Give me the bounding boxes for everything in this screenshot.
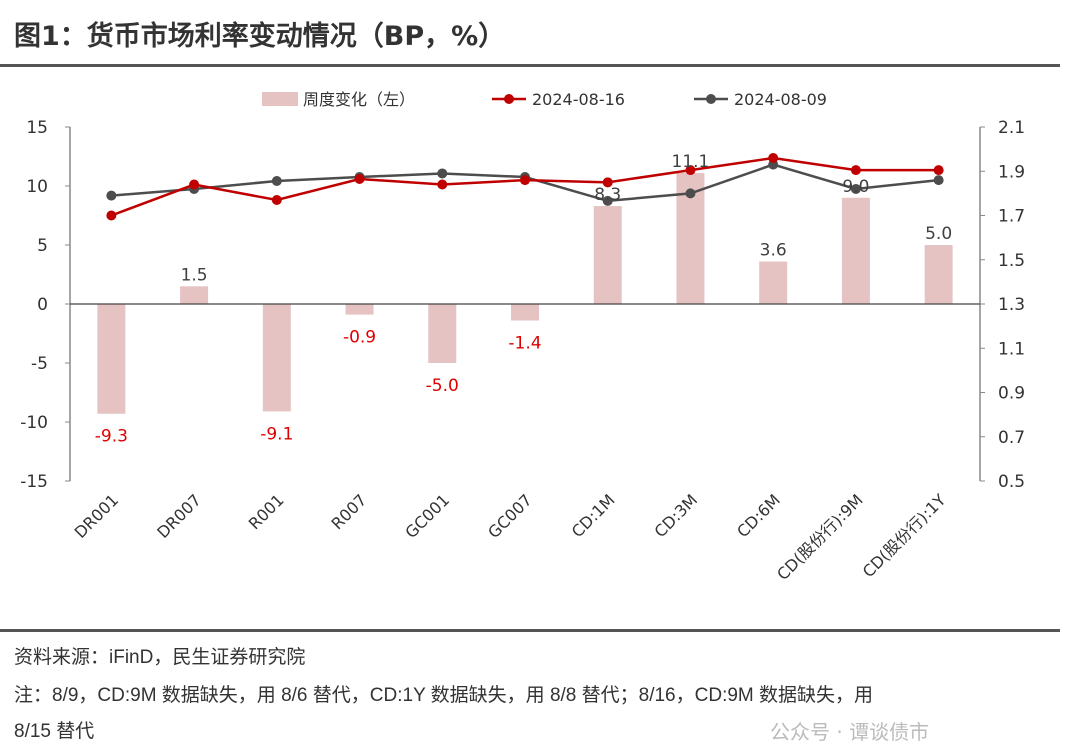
category-label: CD:3M xyxy=(650,490,701,541)
category-label: DR001 xyxy=(71,490,123,542)
bar-CD:1M xyxy=(593,206,622,304)
point-2024-08-09-DR001 xyxy=(106,190,117,201)
bar-label: 11.1 xyxy=(672,152,710,172)
right-tick-label: 1.7 xyxy=(998,207,1025,227)
bar-label: -9.3 xyxy=(95,427,128,447)
line-2024-08-16 xyxy=(110,156,939,217)
point-2024-08-16-GC001 xyxy=(437,179,448,190)
bar-label: -9.1 xyxy=(260,424,293,444)
bar-DR001 xyxy=(97,304,126,414)
right-tick-label: 1.5 xyxy=(998,251,1025,271)
footer-rule xyxy=(0,629,1060,632)
left-tick-label: 15 xyxy=(26,118,48,138)
bar-label: -1.4 xyxy=(508,334,541,354)
legend-swatch-marker xyxy=(706,94,716,104)
point-2024-08-16-R007 xyxy=(354,173,365,184)
point-2024-08-16-CD(股份行):9M xyxy=(850,165,861,176)
point-2024-08-16-CD(股份行):1Y xyxy=(933,165,944,176)
legend-swatch-marker xyxy=(504,94,514,104)
bar-label: -0.9 xyxy=(343,328,376,348)
point-2024-08-09-CD(股份行):1Y xyxy=(933,175,944,186)
footnote-cont: 8/15 替代 xyxy=(14,721,95,742)
category-label: CD:6M xyxy=(733,490,784,541)
category-label: GC007 xyxy=(484,490,536,542)
point-2024-08-16-CD:6M xyxy=(768,152,779,163)
right-tick-label: 1.9 xyxy=(998,162,1025,182)
right-tick-label: 0.5 xyxy=(998,472,1025,492)
bar-GC007 xyxy=(511,304,539,321)
legend-label: 2024-08-09 xyxy=(734,90,827,109)
left-tick-label: -5 xyxy=(31,354,48,374)
category-label: CD(股份行):9M xyxy=(773,490,867,584)
bar-GC001 xyxy=(428,304,457,363)
point-2024-08-16-CD:1M xyxy=(602,177,613,188)
point-2024-08-09-CD:1M xyxy=(602,195,613,206)
point-2024-08-09-CD(股份行):9M xyxy=(850,183,861,194)
chart: 15 10 5 0 -5 -10 -15 2.1 1.9 1.7 1.5 1.3 1.1 0.9 0.7 0.… xyxy=(20,90,1025,584)
point-2024-08-09-R001 xyxy=(271,175,282,186)
point-2024-08-16-DR007 xyxy=(189,179,200,190)
category-label: CD:1M xyxy=(568,490,619,541)
right-tick-label: 1.3 xyxy=(998,295,1025,315)
source-note: 资料来源：iFinD，民生证券研究院 xyxy=(14,647,306,668)
legend-label: 周度变化（左） xyxy=(303,90,415,109)
legend-swatch-bar xyxy=(262,92,298,106)
category-label: CD(股份行):1Y xyxy=(859,490,950,581)
right-tick-label: 1.1 xyxy=(998,339,1025,359)
point-2024-08-09-GC001 xyxy=(437,168,448,179)
category-label: R007 xyxy=(327,490,370,533)
figure-title: 图1：货币市场利率变动情况（BP，%） xyxy=(14,21,506,52)
bar-label: 1.5 xyxy=(181,265,208,285)
bar-DR007 xyxy=(180,286,209,304)
bar-label: 5.0 xyxy=(925,224,952,244)
bar-R001 xyxy=(262,304,291,412)
bar-label: -5.0 xyxy=(426,376,459,396)
watermark: 公众号 · 谭谈债市 xyxy=(770,720,930,743)
bar-CD(股份行):1Y xyxy=(924,245,953,304)
right-tick-label: 0.9 xyxy=(998,384,1025,404)
title-rule xyxy=(0,64,1060,67)
right-tick-label: 2.1 xyxy=(998,118,1025,138)
left-tick-label: -15 xyxy=(20,472,48,492)
point-2024-08-16-GC007 xyxy=(520,175,530,186)
point-2024-08-16-CD:3M xyxy=(685,165,696,176)
bar-label: 9.0 xyxy=(842,177,869,197)
left-tick-label: -10 xyxy=(20,413,48,433)
category-label: GC001 xyxy=(401,490,453,542)
left-tick-label: 10 xyxy=(26,177,48,197)
category-label: DR007 xyxy=(153,490,205,542)
category-label: R001 xyxy=(245,490,288,533)
point-2024-08-16-DR001 xyxy=(106,210,117,221)
footnote: 注：8/9，CD:9M 数据缺失，用 8/6 替代，CD:1Y 数据缺失，用 8… xyxy=(14,685,874,706)
left-tick-label: 0 xyxy=(37,295,48,315)
right-tick-label: 0.7 xyxy=(998,428,1025,448)
bar-label: 8.3 xyxy=(594,185,621,205)
legend-label: 2024-08-16 xyxy=(532,90,625,109)
bar-label: 3.6 xyxy=(760,241,787,261)
left-tick-label: 5 xyxy=(37,236,48,256)
point-2024-08-16-R001 xyxy=(271,195,282,206)
bar-CD:6M xyxy=(759,261,788,304)
bar-CD(股份行):9M xyxy=(841,197,870,304)
bar-R007 xyxy=(345,304,374,315)
point-2024-08-09-CD:3M xyxy=(685,188,696,199)
